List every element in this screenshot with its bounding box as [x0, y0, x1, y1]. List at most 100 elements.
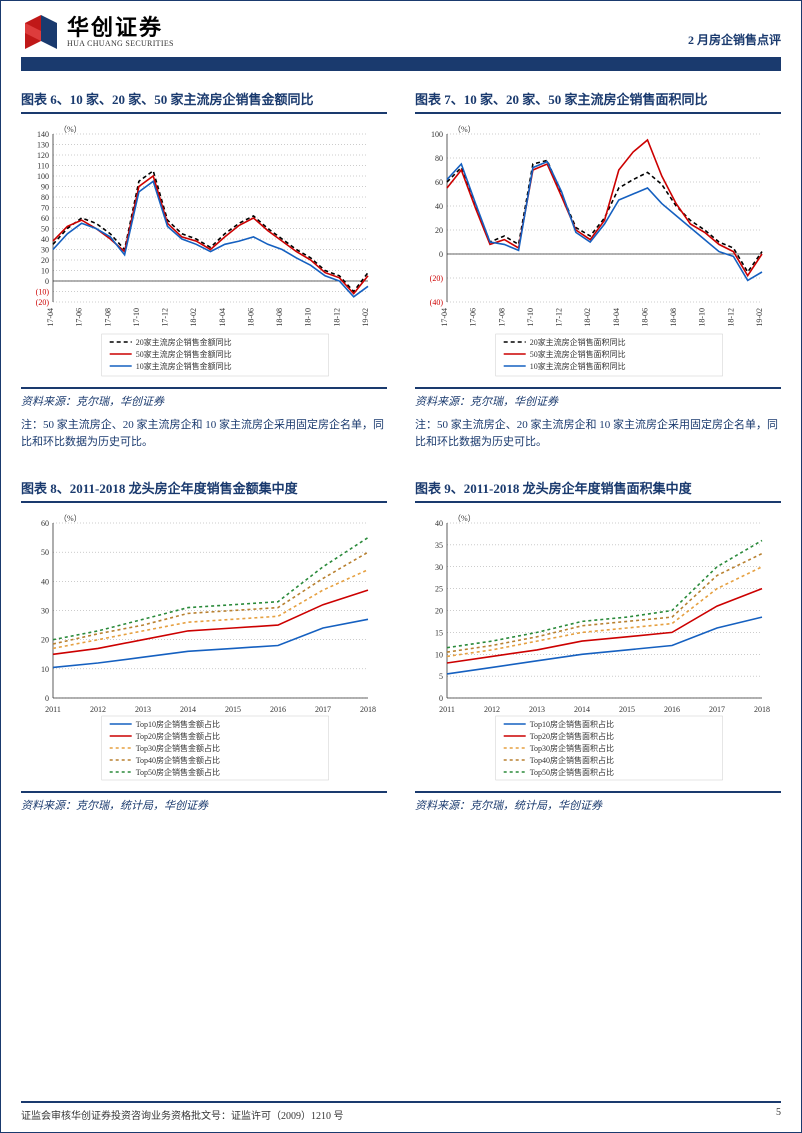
svg-text:Top10房企销售金额占比: Top10房企销售金额占比 [136, 719, 220, 729]
svg-text:0: 0 [45, 277, 49, 286]
svg-text:18-06: 18-06 [640, 308, 649, 327]
svg-text:140: 140 [37, 130, 49, 139]
svg-text:90: 90 [41, 183, 49, 192]
svg-text:70: 70 [41, 204, 49, 213]
logo-cn: 华创证券 [67, 16, 174, 40]
svg-text:18-02: 18-02 [583, 308, 592, 327]
svg-text:10: 10 [41, 267, 49, 276]
svg-text:2015: 2015 [619, 705, 635, 714]
svg-text:25: 25 [435, 585, 443, 594]
svg-text:Top30房企销售面积占比: Top30房企销售面积占比 [530, 743, 614, 753]
svg-text:Top20房企销售面积占比: Top20房企销售面积占比 [530, 731, 614, 741]
chart9-svg: 0510152025303540（%）201120122013201420152… [415, 509, 781, 789]
svg-text:20: 20 [435, 607, 443, 616]
chart6-svg: (20)(10)01020304050607080901001101201301… [21, 120, 387, 385]
svg-text:2016: 2016 [270, 705, 286, 714]
svg-text:50: 50 [41, 225, 49, 234]
svg-text:40: 40 [435, 519, 443, 528]
svg-text:Top10房企销售面积占比: Top10房企销售面积占比 [530, 719, 614, 729]
svg-text:50家主流房企销售金额同比: 50家主流房企销售金额同比 [136, 349, 232, 359]
chart7-title: 图表 7、10 家、20 家、50 家主流房企销售面积同比 [415, 89, 781, 114]
logo-icon [21, 13, 61, 51]
svg-text:（%）: （%） [59, 514, 82, 523]
svg-text:（%）: （%） [453, 125, 476, 134]
svg-text:50家主流房企销售面积同比: 50家主流房企销售面积同比 [530, 349, 626, 359]
svg-text:40: 40 [41, 235, 49, 244]
svg-text:60: 60 [41, 214, 49, 223]
footer: 证监会审核华创证券投资咨询业务资格批文号：证监许可（2009）1210 号 5 [21, 1101, 781, 1122]
svg-text:17-10: 17-10 [132, 308, 141, 327]
logo: 华创证券 HUA CHUANG SECURITIES [21, 13, 174, 51]
svg-text:2018: 2018 [754, 705, 770, 714]
svg-text:2017: 2017 [709, 705, 725, 714]
svg-text:60: 60 [435, 178, 443, 187]
svg-text:2014: 2014 [574, 705, 590, 714]
chart8-svg: 0102030405060（%）201120122013201420152016… [21, 509, 387, 789]
svg-text:80: 80 [435, 154, 443, 163]
svg-text:30: 30 [41, 246, 49, 255]
svg-text:130: 130 [37, 141, 49, 150]
svg-text:17-04: 17-04 [440, 308, 449, 327]
svg-text:17-12: 17-12 [555, 308, 564, 327]
header-subtitle: 2 月房企销售点评 [688, 31, 781, 48]
svg-text:(20): (20) [36, 298, 50, 307]
svg-text:Top50房企销售金额占比: Top50房企销售金额占比 [136, 767, 220, 777]
chart8-title: 图表 8、2011-2018 龙头房企年度销售金额集中度 [21, 478, 387, 503]
svg-text:2012: 2012 [90, 705, 106, 714]
svg-text:17-08: 17-08 [103, 308, 112, 327]
svg-text:30: 30 [435, 563, 443, 572]
svg-text:2015: 2015 [225, 705, 241, 714]
svg-text:Top40房企销售金额占比: Top40房企销售金额占比 [136, 755, 220, 765]
svg-text:Top50房企销售面积占比: Top50房企销售面积占比 [530, 767, 614, 777]
svg-text:（%）: （%） [453, 514, 476, 523]
logo-en: HUA CHUANG SECURITIES [67, 40, 174, 49]
svg-text:50: 50 [41, 548, 49, 557]
svg-text:20家主流房企销售金额同比: 20家主流房企销售金额同比 [136, 337, 232, 347]
svg-text:18-02: 18-02 [189, 308, 198, 327]
svg-text:2018: 2018 [360, 705, 376, 714]
svg-text:10: 10 [41, 665, 49, 674]
svg-text:60: 60 [41, 519, 49, 528]
chart9: 图表 9、2011-2018 龙头房企年度销售面积集中度 05101520253… [415, 478, 781, 813]
svg-text:17-12: 17-12 [161, 308, 170, 327]
footer-page: 5 [776, 1107, 781, 1122]
svg-text:(40): (40) [430, 298, 444, 307]
svg-text:18-10: 18-10 [698, 308, 707, 327]
svg-text:19-02: 19-02 [755, 308, 764, 327]
svg-text:0: 0 [45, 694, 49, 703]
svg-text:0: 0 [439, 250, 443, 259]
chart6-note: 注：50 家主流房企、20 家主流房企和 10 家主流房企采用固定房企名单，同比… [21, 417, 387, 450]
svg-text:19-02: 19-02 [361, 308, 370, 327]
svg-text:15: 15 [435, 628, 443, 637]
svg-text:18-12: 18-12 [726, 308, 735, 327]
svg-text:2017: 2017 [315, 705, 331, 714]
svg-text:20: 20 [41, 256, 49, 265]
header-rule [21, 57, 781, 71]
svg-text:35: 35 [435, 541, 443, 550]
svg-text:40: 40 [435, 202, 443, 211]
svg-text:2016: 2016 [664, 705, 680, 714]
svg-text:20: 20 [41, 636, 49, 645]
chart6-source: 资料来源：克尔瑞，华创证券 [21, 387, 387, 409]
chart9-title: 图表 9、2011-2018 龙头房企年度销售面积集中度 [415, 478, 781, 503]
svg-text:Top40房企销售面积占比: Top40房企销售面积占比 [530, 755, 614, 765]
svg-text:（%）: （%） [59, 125, 82, 134]
svg-text:2011: 2011 [439, 705, 455, 714]
svg-text:0: 0 [439, 694, 443, 703]
svg-text:10家主流房企销售金额同比: 10家主流房企销售金额同比 [136, 361, 232, 371]
svg-text:18-06: 18-06 [246, 308, 255, 327]
svg-text:18-08: 18-08 [669, 308, 678, 327]
chart7-svg: (40)(20)020406080100（%）17-0417-0617-0817… [415, 120, 781, 385]
svg-text:80: 80 [41, 193, 49, 202]
chart7: 图表 7、10 家、20 家、50 家主流房企销售面积同比 (40)(20)02… [415, 89, 781, 450]
svg-text:(10): (10) [36, 288, 50, 297]
chart7-source: 资料来源：克尔瑞，华创证券 [415, 387, 781, 409]
svg-text:120: 120 [37, 151, 49, 160]
svg-text:18-04: 18-04 [612, 308, 621, 327]
svg-text:Top20房企销售金额占比: Top20房企销售金额占比 [136, 731, 220, 741]
chart7-note: 注：50 家主流房企、20 家主流房企和 10 家主流房企采用固定房企名单，同比… [415, 417, 781, 450]
svg-text:30: 30 [41, 607, 49, 616]
svg-text:(20): (20) [430, 274, 444, 283]
chart6-title: 图表 6、10 家、20 家、50 家主流房企销售金额同比 [21, 89, 387, 114]
chart9-source: 资料来源：克尔瑞，统计局，华创证券 [415, 791, 781, 813]
